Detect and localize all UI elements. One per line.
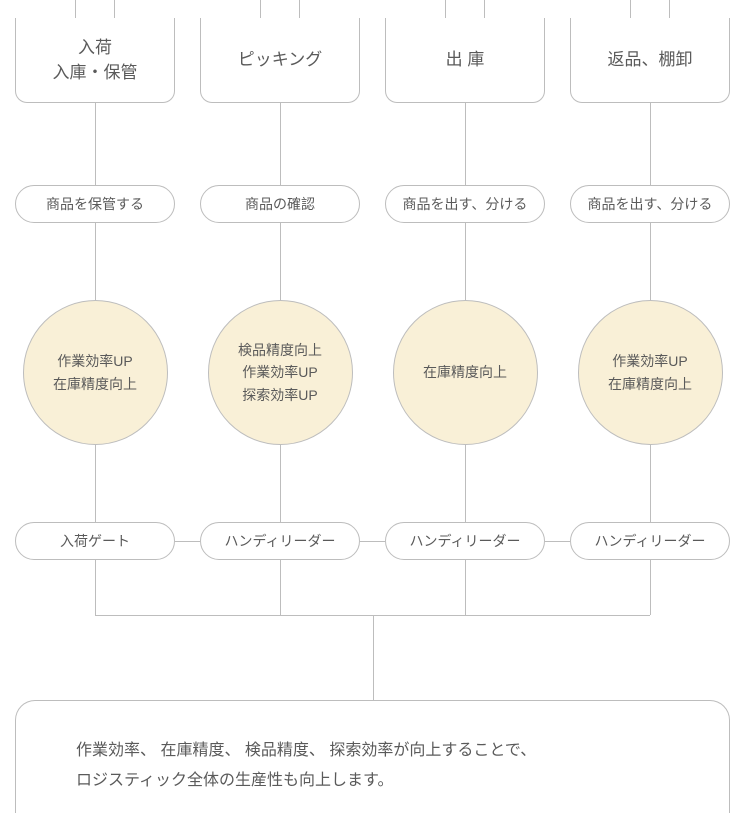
stage-header-line1: 出 庫 — [446, 47, 485, 73]
device-pill: ハンディリーダー — [385, 522, 545, 560]
summary-line2: ロジスティック全体の生産性も向上します。 — [76, 766, 669, 796]
benefit-line: 在庫精度向上 — [53, 373, 137, 395]
summary-box: 作業効率、 在庫精度、 検品精度、 探索効率が向上することで、ロジスティック全体… — [15, 700, 730, 813]
stage-header-line1: 入荷 — [78, 35, 112, 61]
connector-line — [95, 103, 96, 185]
device-pill: 入荷ゲート — [15, 522, 175, 560]
connector-line — [95, 445, 96, 522]
stage-header: 返品、棚卸 — [570, 18, 730, 103]
connector-line — [360, 541, 385, 542]
flow-diagram: 入荷入庫・保管商品を保管する作業効率UP在庫精度向上入荷ゲートピッキング商品の確… — [0, 0, 730, 813]
benefit-line: 作業効率UP — [57, 350, 132, 372]
action-pill: 商品を出す、分ける — [385, 185, 545, 223]
header-notch — [445, 0, 485, 18]
summary-line1: 作業効率、 在庫精度、 検品精度、 探索効率が向上することで、 — [76, 736, 669, 766]
benefit-line: 在庫精度向上 — [423, 361, 507, 383]
benefit-line: 在庫精度向上 — [608, 373, 692, 395]
connector-line — [280, 445, 281, 522]
connector-line — [650, 445, 651, 522]
connector-line — [650, 560, 651, 615]
stage-header-line1: ピッキング — [238, 47, 323, 73]
benefit-line: 作業効率UP — [242, 361, 317, 383]
connector-line — [465, 560, 466, 615]
action-pill: 商品を出す、分ける — [570, 185, 730, 223]
connector-line — [280, 103, 281, 185]
stage-header: 出 庫 — [385, 18, 545, 103]
stage-header: ピッキング — [200, 18, 360, 103]
connector-line — [465, 103, 466, 185]
benefit-line: 探索効率UP — [242, 384, 317, 406]
connector-line — [280, 560, 281, 615]
connector-line — [175, 541, 200, 542]
benefit-circle: 作業効率UP在庫精度向上 — [23, 300, 168, 445]
connector-line — [465, 223, 466, 300]
benefit-circle: 在庫精度向上 — [393, 300, 538, 445]
header-notch — [630, 0, 670, 18]
connector-line — [650, 103, 651, 185]
header-notch — [75, 0, 115, 18]
stage-header-line1: 返品、棚卸 — [608, 47, 693, 73]
connector-line — [545, 541, 570, 542]
action-pill: 商品を保管する — [15, 185, 175, 223]
device-pill: ハンディリーダー — [570, 522, 730, 560]
connector-line — [465, 445, 466, 522]
device-pill: ハンディリーダー — [200, 522, 360, 560]
benefit-line: 作業効率UP — [612, 350, 687, 372]
header-notch — [260, 0, 300, 18]
connector-line — [650, 223, 651, 300]
connector-line — [280, 223, 281, 300]
connector-line — [95, 223, 96, 300]
action-pill: 商品の確認 — [200, 185, 360, 223]
stage-header: 入荷入庫・保管 — [15, 18, 175, 103]
stage-header-line2: 入庫・保管 — [53, 60, 138, 86]
benefit-line: 検品精度向上 — [238, 339, 322, 361]
merge-line — [373, 615, 374, 700]
connector-line — [95, 560, 96, 615]
benefit-circle: 検品精度向上作業効率UP探索効率UP — [208, 300, 353, 445]
benefit-circle: 作業効率UP在庫精度向上 — [578, 300, 723, 445]
